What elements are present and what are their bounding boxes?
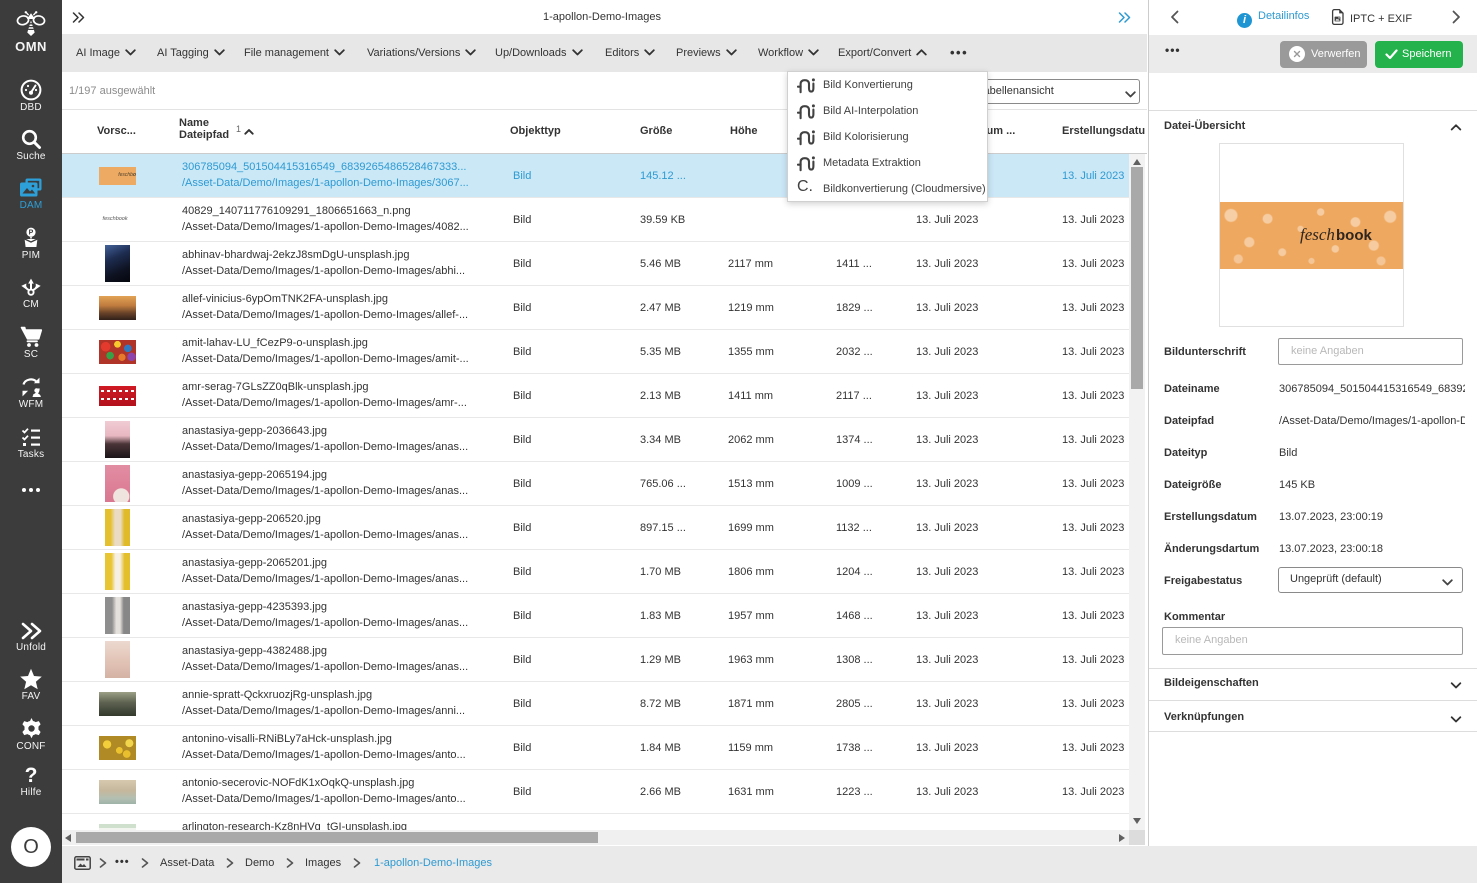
svg-text:P: P	[29, 230, 34, 237]
